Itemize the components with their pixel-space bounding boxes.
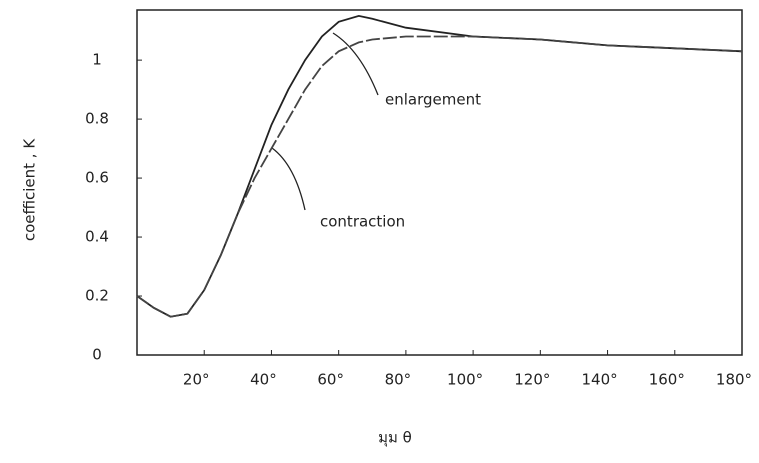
- leader-line: [271, 147, 306, 211]
- y-tick-label: 0: [92, 346, 102, 364]
- leader-line: [332, 32, 379, 96]
- data-line: [136, 35, 743, 318]
- x-tick-label: 60°: [317, 371, 344, 389]
- x-tick-label: 140°: [581, 371, 617, 389]
- y-tick-label: 0.6: [85, 169, 109, 187]
- x-tick-label: 160°: [649, 371, 685, 389]
- x-tick-label: 120°: [514, 371, 550, 389]
- x-tick-label: 80°: [385, 371, 412, 389]
- y-tick-label: 0.4: [85, 228, 109, 246]
- x-tick-label: 40°: [250, 371, 277, 389]
- x-axis-label: มุม θ: [378, 429, 412, 448]
- x-tick-label: 100°: [447, 371, 483, 389]
- x-tick-label: 20°: [183, 371, 210, 389]
- y-tick-label: 0.8: [85, 110, 109, 128]
- y-axis-label: coefficient , K: [21, 138, 39, 241]
- data-line: [136, 14, 743, 318]
- y-tick-label: 1: [92, 51, 102, 69]
- series-label: contraction: [320, 213, 405, 231]
- x-tick-label: 180°: [716, 371, 752, 389]
- y-tick-label: 0.2: [85, 287, 109, 305]
- series-label: enlargement: [385, 91, 481, 109]
- plot-frame: [136, 9, 743, 356]
